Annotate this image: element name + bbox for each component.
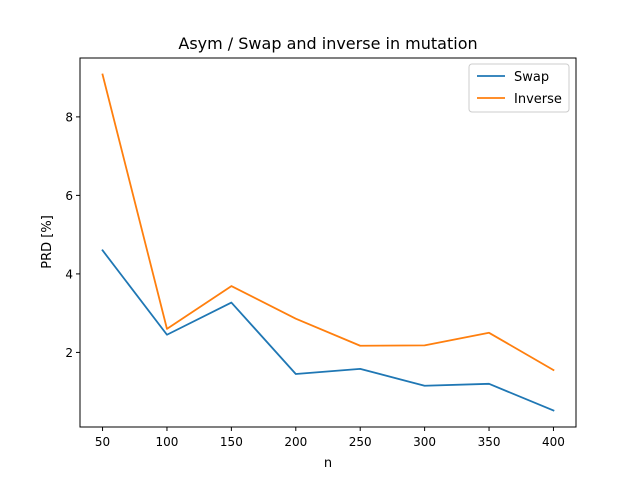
x-tick-label: 100 — [156, 435, 179, 449]
series-line-swap — [101, 249, 555, 412]
x-tick-label: 400 — [542, 435, 565, 449]
x-tick-label: 250 — [349, 435, 372, 449]
y-tick-label: 2 — [65, 346, 73, 360]
plot-area — [101, 73, 555, 412]
y-axis-label: PRD [%] — [40, 215, 55, 269]
legend-label-inverse: Inverse — [514, 92, 562, 107]
legend-label-swap: Swap — [514, 70, 549, 85]
y-tick-label: 6 — [65, 189, 73, 203]
x-tick-label: 200 — [284, 435, 307, 449]
y-tick-label: 8 — [65, 110, 73, 124]
plot-frame — [79, 57, 577, 428]
legend: Swap Inverse — [468, 63, 570, 113]
x-axis: 50 100 150 200 250 300 350 400 — [95, 427, 565, 449]
series-line-inverse — [101, 73, 555, 372]
y-axis: 2 4 6 8 — [65, 110, 80, 360]
y-tick-label: 4 — [65, 267, 73, 281]
x-tick-label: 350 — [478, 435, 501, 449]
x-tick-label: 150 — [220, 435, 243, 449]
x-tick-label: 300 — [413, 435, 436, 449]
chart-title: Asym / Swap and inverse in mutation — [178, 34, 477, 53]
x-axis-label: n — [324, 456, 332, 471]
x-tick-label: 50 — [95, 435, 110, 449]
